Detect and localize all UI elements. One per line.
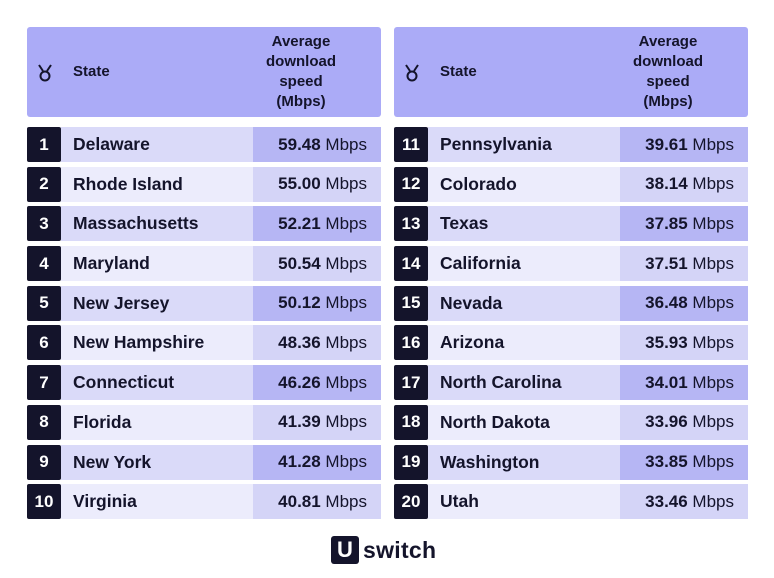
speed-value: 33.46 Mbps [620, 484, 748, 520]
rank-badge: 20 [394, 484, 428, 520]
state-name: New Jersey [61, 285, 253, 321]
table-row: 8 Florida 41.39 Mbps [27, 404, 381, 440]
speed-value: 33.96 Mbps [620, 404, 748, 440]
table-row: 10 Virginia 40.81 Mbps [27, 484, 381, 520]
state-name: Maryland [61, 246, 253, 282]
speed-value: 52.21 Mbps [253, 206, 381, 242]
speed-value: 37.85 Mbps [620, 206, 748, 242]
state-name: Utah [428, 484, 620, 520]
rank-badge: 16 [394, 325, 428, 361]
rank-badge: 5 [27, 285, 61, 321]
rank-badge: 6 [27, 325, 61, 361]
table-row: 18 North Dakota 33.96 Mbps [394, 404, 748, 440]
speed-value: 48.36 Mbps [253, 325, 381, 361]
rank-badge: 15 [394, 285, 428, 321]
speed-value: 41.39 Mbps [253, 404, 381, 440]
table-row: 14 California 37.51 Mbps [394, 246, 748, 282]
rank-badge: 2 [27, 166, 61, 202]
table-row: 11 Pennsylvania 39.61 Mbps [394, 127, 748, 162]
speed-value: 38.14 Mbps [620, 166, 748, 202]
table-row: 3 Massachusetts 52.21 Mbps [27, 206, 381, 242]
rank-badge: 19 [394, 444, 428, 480]
table-row: 17 North Carolina 34.01 Mbps [394, 365, 748, 401]
speed-value: 33.85 Mbps [620, 444, 748, 480]
state-name: Delaware [61, 127, 253, 162]
logo-word: switch [363, 536, 437, 563]
rank-badge: 4 [27, 246, 61, 282]
rank-badge: 8 [27, 404, 61, 440]
state-name: Nevada [428, 285, 620, 321]
table-row: 5 New Jersey 50.12 Mbps [27, 285, 381, 321]
rank-badge: 18 [394, 404, 428, 440]
speed-value: 34.01 Mbps [620, 365, 748, 401]
state-name: New York [61, 444, 253, 480]
table-row: 7 Connecticut 46.26 Mbps [27, 365, 381, 401]
speed-column-header: Average download speed (Mbps) [266, 33, 336, 110]
state-name: Arizona [428, 325, 620, 361]
table-header: State Average download speed (Mbps) [27, 27, 381, 117]
table-header: State Average download speed (Mbps) [394, 27, 748, 117]
table-row: 9 New York 41.28 Mbps [27, 444, 381, 480]
speed-value: 50.12 Mbps [253, 285, 381, 321]
state-name: Florida [61, 404, 253, 440]
state-name: Colorado [428, 166, 620, 202]
rank-badge: 11 [394, 127, 428, 162]
rank-badge: 12 [394, 166, 428, 202]
speed-value: 39.61 Mbps [620, 127, 748, 162]
speed-value: 37.51 Mbps [620, 246, 748, 282]
speed-value: 35.93 Mbps [620, 325, 748, 361]
ranking-table-left: State Average download speed (Mbps) 1 Del… [27, 27, 381, 524]
rank-badge: 14 [394, 246, 428, 282]
state-column-header: State [440, 63, 477, 80]
table-row: 6 New Hampshire 48.36 Mbps [27, 325, 381, 361]
table-row: 13 Texas 37.85 Mbps [394, 206, 748, 242]
speed-value: 36.48 Mbps [620, 285, 748, 321]
rank-badge: 10 [27, 484, 61, 520]
rank-badge: 1 [27, 127, 61, 162]
table-rows: 11 Pennsylvania 39.61 Mbps 12 Colorado 38.14 … [394, 127, 748, 520]
medal-icon [38, 64, 52, 82]
logo-mark: U [331, 536, 359, 564]
table-row: 16 Arizona 35.93 Mbps [394, 325, 748, 361]
table-row: 19 Washington 33.85 Mbps [394, 444, 748, 480]
state-name: New Hampshire [61, 325, 253, 361]
table-row: 15 Nevada 36.48 Mbps [394, 285, 748, 321]
state-name: Rhode Island [61, 166, 253, 202]
state-column-header: State [73, 63, 110, 80]
state-name: Massachusetts [61, 206, 253, 242]
rank-badge: 9 [27, 444, 61, 480]
speed-value: 50.54 Mbps [253, 246, 381, 282]
speed-value: 41.28 Mbps [253, 444, 381, 480]
table-rows: 1 Delaware 59.48 Mbps 2 Rhode Island 55.00 Mb… [27, 127, 381, 520]
speed-value: 55.00 Mbps [253, 166, 381, 202]
speed-column-header: Average download speed (Mbps) [633, 33, 703, 110]
state-name: Virginia [61, 484, 253, 520]
state-name: North Carolina [428, 365, 620, 401]
speed-value: 59.48 Mbps [253, 127, 381, 162]
table-row: 20 Utah 33.46 Mbps [394, 484, 748, 520]
state-name: Texas [428, 206, 620, 242]
state-name: North Dakota [428, 404, 620, 440]
rank-badge: 17 [394, 365, 428, 401]
uswitch-logo: U switch [331, 535, 436, 565]
state-name: Washington [428, 444, 620, 480]
medal-icon [405, 64, 419, 82]
rank-badge: 3 [27, 206, 61, 242]
table-row: 12 Colorado 38.14 Mbps [394, 166, 748, 202]
state-name: Pennsylvania [428, 127, 620, 162]
speed-value: 46.26 Mbps [253, 365, 381, 401]
table-row: 4 Maryland 50.54 Mbps [27, 246, 381, 282]
ranking-table-right: State Average download speed (Mbps) 11 Pe… [394, 27, 748, 524]
speed-value: 40.81 Mbps [253, 484, 381, 520]
table-row: 1 Delaware 59.48 Mbps [27, 127, 381, 162]
state-name: California [428, 246, 620, 282]
rank-badge: 13 [394, 206, 428, 242]
rank-badge: 7 [27, 365, 61, 401]
state-name: Connecticut [61, 365, 253, 401]
table-row: 2 Rhode Island 55.00 Mbps [27, 166, 381, 202]
